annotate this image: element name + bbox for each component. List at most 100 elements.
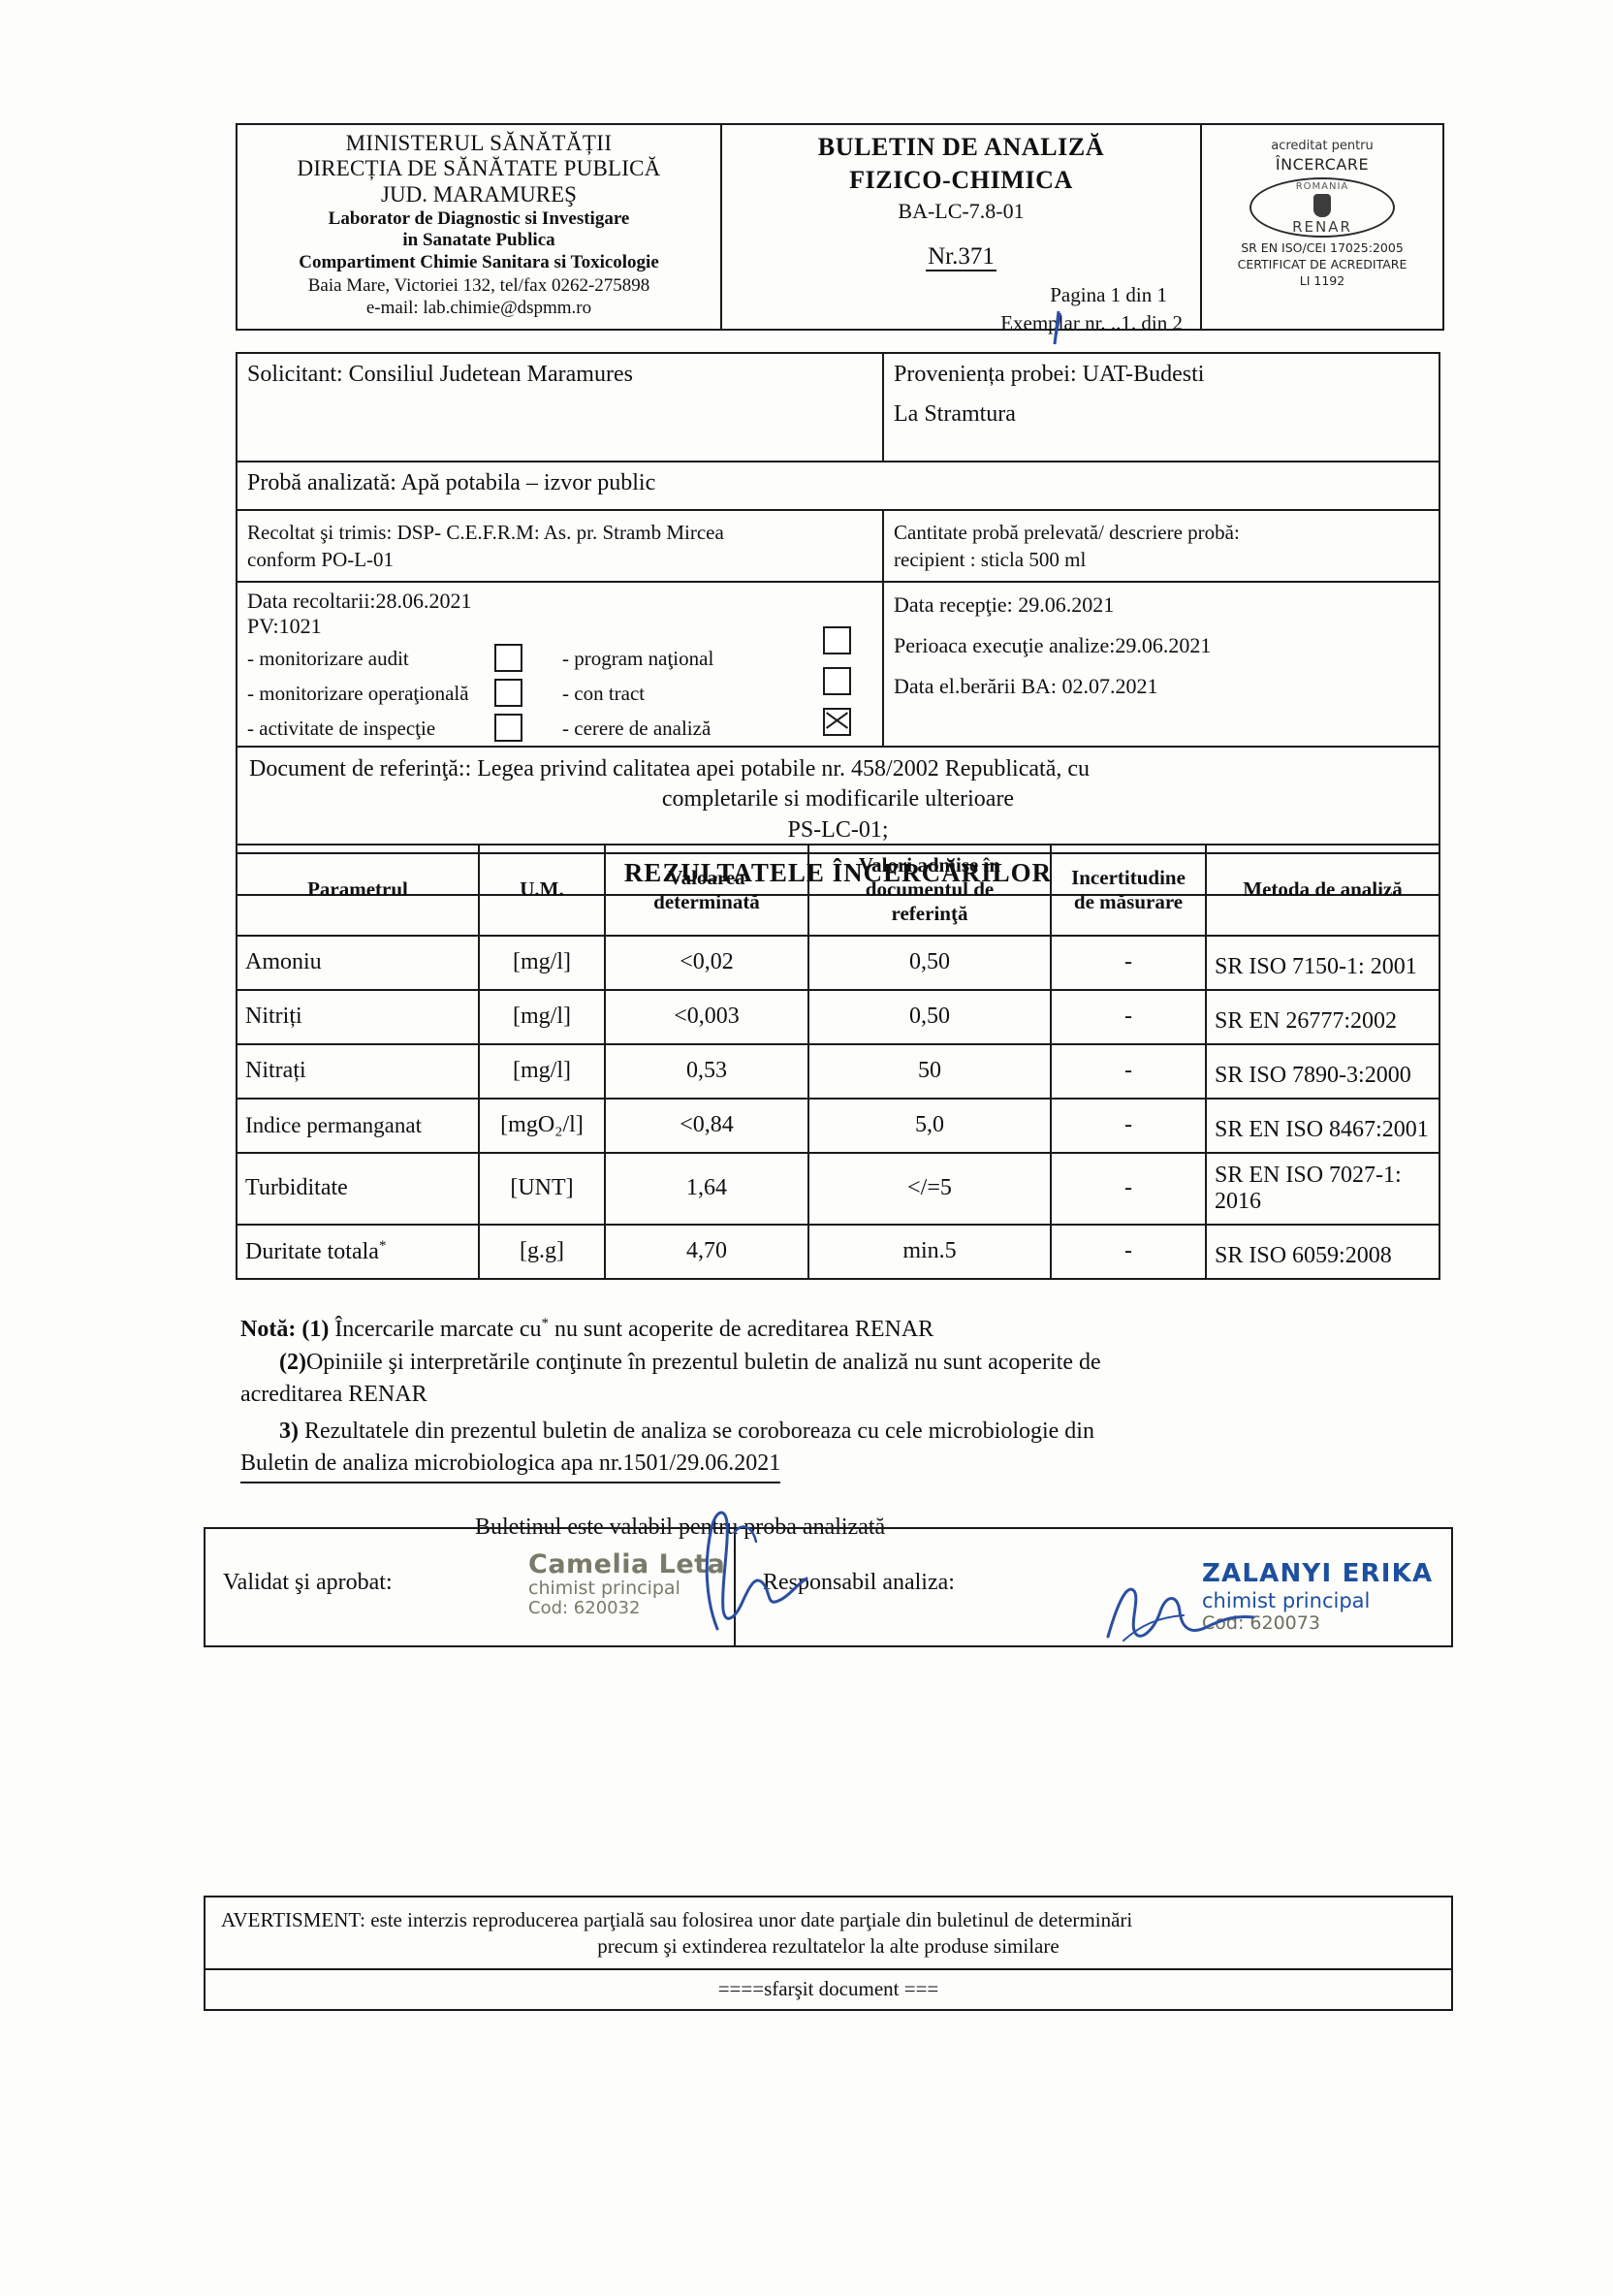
cell-parameter-text: Duritate totala [245, 1238, 379, 1264]
option-label-contract: - con tract [562, 682, 646, 706]
checkbox-con-tract[interactable] [823, 667, 851, 696]
cell-um: [mgO₂/l] [478, 1097, 606, 1154]
checkbox-monitorizare-operationala[interactable] [494, 679, 522, 708]
note-2-continuation: acreditarea RENAR [240, 1382, 427, 1408]
analyzed-sample-row: Probă analizată: Apă potabila – izvor pu… [236, 462, 1440, 511]
requester-origin-row: Solicitant: Consiliul Judetean Maramures… [236, 352, 1440, 462]
collected-by-line-2: conform PO-L-01 [247, 548, 395, 572]
cell-uncertainty: - [1050, 1097, 1207, 1154]
checkbox-cerere-de-analiza-checked[interactable] [823, 708, 851, 737]
cell-method: SR EN 26777:2002 [1205, 988, 1440, 1045]
note-3: 3) Rezultatele din prezentul buletin de … [279, 1416, 1447, 1449]
cell-value: <0,003 [604, 988, 809, 1045]
cell-parameter: Duritate totala* [236, 1223, 480, 1280]
seal-renar-text: RENAR [1292, 218, 1352, 236]
report-title-line-2: FIZICO-CHIMICA [849, 166, 1073, 194]
quantity-line-1: Cantitate probă prelevată/ descriere pro… [894, 521, 1240, 544]
accreditation-certificate-label: CERTIFICAT DE ACREDITARE [1237, 257, 1407, 271]
cell-parameter: Nitrați [236, 1042, 480, 1100]
cell-uncertainty: - [1050, 988, 1207, 1045]
public-health-directorate-line: DIRECȚIA DE SĂNĂTATE PUBLICĂ [297, 156, 661, 181]
analyzed-sample-cell: Probă analizată: Apă potabila – izvor pu… [237, 462, 1439, 509]
option-label-program-national: - program naţional [562, 647, 714, 671]
col-header-uncertainty: Incertitudine de măsurare [1050, 844, 1207, 937]
issue-date: Data el.berării BA: 02.07.2021 [894, 674, 1158, 699]
cell-admitted: 0,50 [807, 934, 1052, 991]
footer-box: AVERTISMENT: este interzis reproducerea … [204, 1896, 1453, 2011]
lab-name-line-2: in Sanatate Publica [402, 230, 555, 251]
validation-box: Validat şi aprobat: Responsabil analiza: [204, 1527, 1453, 1647]
cell-um: [mg/l] [478, 934, 606, 991]
cell-method: SR EN ISO 8467:2001 [1205, 1097, 1440, 1154]
table-row: Turbiditate [UNT] 1,64 </=5 - SR EN ISO … [236, 1151, 1440, 1226]
report-title-block: BULETIN DE ANALIZĂ FIZICO-CHIMICA BA-LC-… [722, 125, 1202, 345]
requester-label: Solicitant: [247, 362, 343, 387]
monitoring-option-row-3: - activitate de inspecţie - cerere de an… [247, 714, 872, 744]
cell-parameter: Turbiditate [236, 1151, 480, 1226]
requester-value: Consiliul Judetean Maramures [348, 362, 633, 387]
collection-date: Data recoltarii:28.06.2021 [247, 589, 472, 614]
origin-cell: Proveniența probei: UAT-Budesti La Stram… [884, 354, 1439, 461]
checkbox-program-national[interactable] [823, 626, 851, 655]
lab-address: Baia Mare, Victoriei 132, tel/fax 0262-2… [307, 274, 650, 296]
accreditation-label: acreditat pentru [1271, 139, 1374, 153]
option-label-operational: - monitorizare operaţională [247, 682, 469, 706]
checkbox-activitate-inspectie[interactable] [494, 714, 522, 743]
results-table-body: Amoniu [mg/l] <0,02 0,50 - SR ISO 7150-1… [236, 934, 1440, 1280]
dates-options-row: Data recoltarii:28.06.2021 PV:1021 - mon… [236, 583, 1440, 749]
note-3-number: 3) [279, 1418, 299, 1444]
cell-value: <0,84 [604, 1097, 809, 1154]
origin-label: Proveniența probei: [894, 362, 1077, 387]
table-row: Amoniu [mg/l] <0,02 0,50 - SR ISO 7150-1… [236, 934, 1440, 991]
monitoring-option-row-2: - monitorizare operaţională - con tract [247, 679, 872, 709]
sample-information-table: Solicitant: Consiliul Judetean Maramures… [236, 352, 1440, 896]
cell-um: [mg/l] [478, 1042, 606, 1100]
cell-value: 0,53 [604, 1042, 809, 1100]
copy-indicator: Exemplar nr. ..1. din 2 [1000, 311, 1183, 335]
cell-method: SR ISO 7150-1: 2001 [1205, 934, 1440, 991]
cell-parameter: Amoniu [236, 934, 480, 991]
col-header-method: Metoda de analiză [1205, 844, 1440, 937]
ministry-line: MINISTERUL SĂNĂTĂȚII [345, 131, 613, 155]
cell-method: SR EN ISO 7027-1: 2016 [1205, 1151, 1440, 1226]
collected-by-line-1: Recoltat şi trimis: DSP- C.E.F.R.M: As. … [247, 521, 724, 544]
col-header-admitted-l3: referinţă [891, 902, 968, 926]
approver-code: Cod: 620032 [528, 1598, 641, 1618]
cell-admitted: 5,0 [807, 1097, 1052, 1154]
cell-method: SR ISO 7890-3:2000 [1205, 1042, 1440, 1100]
reference-document-cell: Document de referinţă:: Legea privind ca… [237, 748, 1439, 852]
execution-period: Perioaca execuţie analize:29.06.2021 [894, 633, 1212, 658]
document-header: MINISTERUL SĂNĂTĂȚII DIRECȚIA DE SĂNĂTAT… [236, 123, 1444, 345]
reference-line-2: completarile si modificarile ulterioare [661, 786, 1015, 813]
handwritten-copy-number-mark [1053, 310, 1061, 345]
note-1-text-after: nu sunt acoperite de acreditarea RENAR [553, 1317, 934, 1342]
cell-um: [UNT] [478, 1151, 606, 1226]
table-row: Duritate totala* [g.g] 4,70 min.5 - SR I… [236, 1223, 1440, 1280]
approver-role: chimist principal [528, 1578, 680, 1599]
report-form-code: BA-LC-7.8-01 [898, 199, 1025, 223]
note-1: Notă: (1) Încercarile marcate cu* nu sun… [240, 1314, 1447, 1347]
option-label-audit: - monitorizare audit [247, 647, 409, 671]
county-line: JUD. MARAMUREŞ [381, 182, 577, 207]
checkbox-monitorizare-audit[interactable] [494, 644, 522, 673]
footer-warning-line-1: AVERTISMENT: este interzis reproducerea … [221, 1908, 1133, 1931]
collected-by-cell: Recoltat şi trimis: DSP- C.E.F.R.M: As. … [237, 511, 884, 581]
col-header-uncertainty-l2: de măsurare [1073, 889, 1184, 913]
analyzed-sample-label: Probă analizată: [247, 470, 396, 495]
responsible-analyst-label: Responsabil analiza: [763, 1570, 955, 1595]
origin-detail: La Stramtura [894, 401, 1016, 427]
requester-cell: Solicitant: Consiliul Judetean Maramures [237, 354, 884, 461]
table-row: Nitrați [mg/l] 0,53 50 - SR ISO 7890-3:2… [236, 1042, 1440, 1100]
note-2-number: (2) [279, 1349, 306, 1375]
note-3-text: Rezultatele din prezentul buletin de ana… [304, 1418, 1094, 1444]
cell-uncertainty: - [1050, 1042, 1207, 1100]
cell-admitted: 50 [807, 1042, 1052, 1100]
lab-name-line-1: Laborator de Diagnostic si Investigare [328, 207, 630, 229]
approved-by-label: Validat şi aprobat: [223, 1570, 393, 1595]
report-number: Nr.371 [926, 243, 996, 271]
responsible-analyst-role: chimist principal [1202, 1589, 1371, 1612]
processing-dates-cell: Data recepţie: 29.06.2021 Perioaca execu… [823, 583, 1439, 746]
cell-admitted: </=5 [807, 1151, 1052, 1226]
monitoring-option-row-1: - monitorizare audit - program naţional [247, 644, 872, 674]
